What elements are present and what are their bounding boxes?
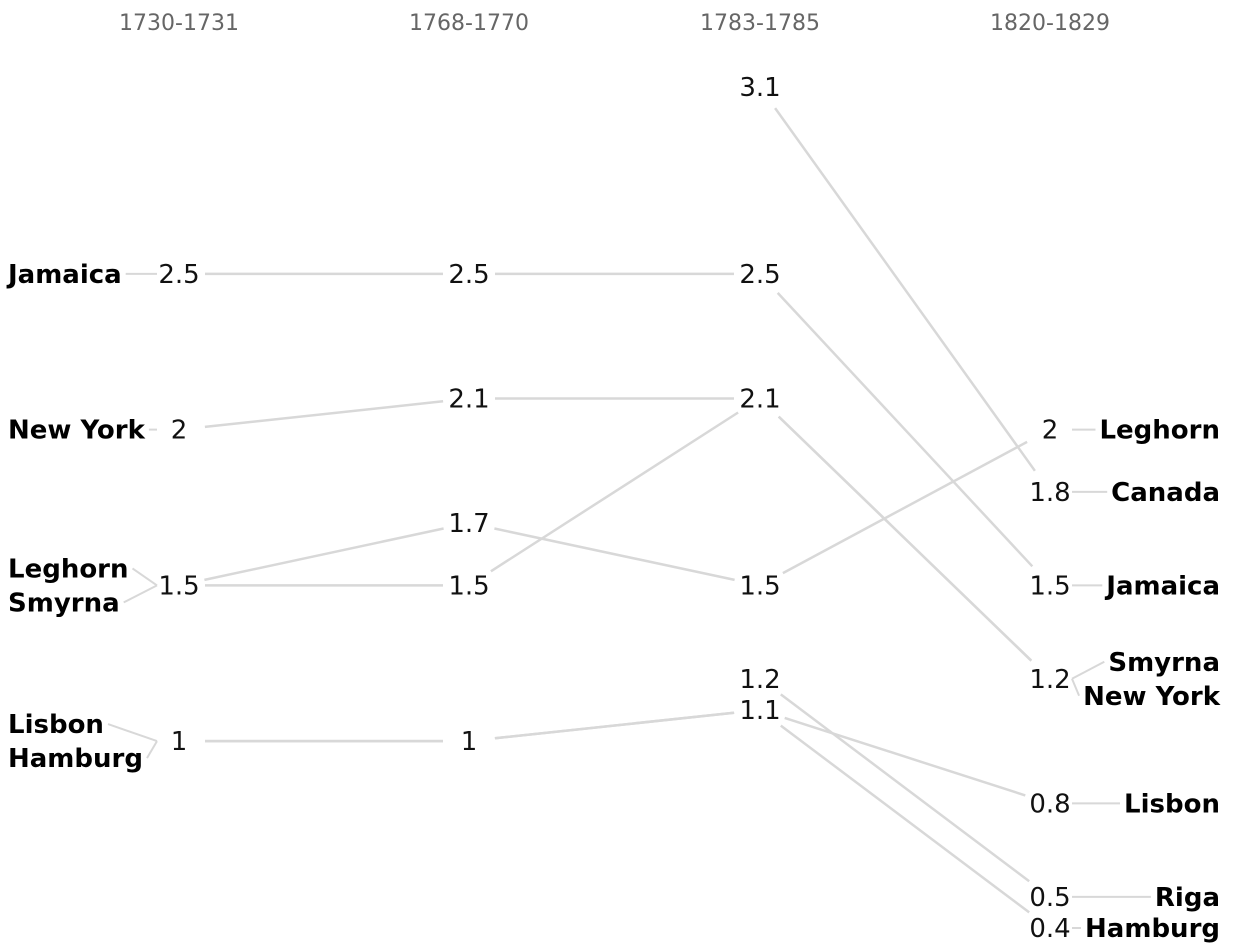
- left-name-hamburg: Hamburg: [8, 744, 143, 774]
- left-name-smyrna: Smyrna: [8, 588, 120, 618]
- value-label-p2-1-2: 1.2: [739, 665, 780, 695]
- value-labels: 2.521.512.52.11.71.513.12.52.11.51.21.12…: [158, 73, 1070, 944]
- right-name-canada: Canada: [1111, 478, 1220, 508]
- slope-line-smyrna-2: [777, 415, 1033, 662]
- right-name-smyrna: Smyrna: [1108, 648, 1220, 678]
- slope-line-riga-2: [780, 693, 1030, 883]
- right-name-lisbon: Lisbon: [1124, 789, 1220, 819]
- value-label-p3-1-5: 1.5: [1029, 571, 1070, 601]
- value-label-p0-2: 2: [171, 416, 188, 446]
- label-connectors: [107, 272, 1151, 929]
- value-label-p2-2-5: 2.5: [739, 260, 780, 290]
- period-header-1820-1829: 1820-1829: [990, 11, 1110, 36]
- value-label-p0-2-5: 2.5: [158, 260, 199, 290]
- period-headers: 1730-1731 1768-1770 1783-1785 1820-1829: [119, 11, 1110, 36]
- value-label-p1-2-5: 2.5: [448, 260, 489, 290]
- right-connector-new-york: [1071, 678, 1081, 697]
- period-header-1768-1770: 1768-1770: [409, 11, 529, 36]
- value-label-p3-2: 2: [1042, 416, 1059, 446]
- value-label-p2-1-5: 1.5: [739, 571, 780, 601]
- slope-line-smyrna-1: [490, 411, 739, 573]
- value-label-p3-0-4: 0.4: [1029, 914, 1070, 944]
- slope-line-canada-2: [774, 107, 1036, 472]
- right-name-leghorn: Leghorn: [1099, 416, 1220, 446]
- right-connector-smyrna: [1071, 660, 1105, 680]
- value-label-p2-2-1: 2.1: [739, 385, 780, 415]
- value-label-p3-1-8: 1.8: [1029, 478, 1070, 508]
- value-label-p3-0-5: 0.5: [1029, 883, 1070, 913]
- value-label-p2-1-1: 1.1: [739, 696, 780, 726]
- slope-line-jamaica-2: [776, 292, 1034, 568]
- value-label-p2-3-1: 3.1: [739, 73, 780, 103]
- right-name-hamburg: Hamburg: [1085, 914, 1220, 944]
- period-header-1730-1731: 1730-1731: [119, 11, 239, 36]
- left-connector-hamburg: [146, 740, 158, 759]
- slope-line-leghorn-0: [204, 527, 444, 582]
- left-connector-smyrna: [123, 584, 158, 604]
- value-label-p1-1-7: 1.7: [448, 509, 489, 539]
- value-label-p3-0-8: 0.8: [1029, 789, 1070, 819]
- left-name-new-york: New York: [8, 416, 146, 446]
- slope-line-hamburg-2: [780, 724, 1030, 914]
- left-name-leghorn: Leghorn: [8, 554, 129, 584]
- right-name-jamaica: Jamaica: [1104, 571, 1220, 601]
- slope-line-hamburg-1: [494, 711, 735, 740]
- value-label-p0-1-5: 1.5: [158, 571, 199, 601]
- value-label-p3-1-2: 1.2: [1029, 665, 1070, 695]
- value-label-p1-1: 1: [461, 727, 478, 757]
- slope-line-new-york-0: [204, 400, 444, 429]
- name-labels: Jamaica New York Leghorn Smyrna Lisbon Hambur…: [6, 260, 1221, 944]
- right-name-riga: Riga: [1155, 883, 1220, 913]
- left-name-jamaica: Jamaica: [6, 260, 122, 290]
- slope-lines: [204, 107, 1036, 914]
- left-connector-leghorn: [131, 567, 158, 587]
- value-label-p0-1: 1: [171, 727, 188, 757]
- right-name-new-york: New York: [1083, 682, 1221, 712]
- value-label-p1-2-1: 2.1: [448, 385, 489, 415]
- slope-line-lisbon-2: [784, 716, 1026, 797]
- slope-line-leghorn-1: [494, 527, 735, 582]
- value-label-p1-1-5: 1.5: [448, 571, 489, 601]
- slope-line-leghorn-2: [782, 440, 1028, 575]
- period-header-1783-1785: 1783-1785: [700, 11, 820, 36]
- left-connector-lisbon: [107, 723, 158, 743]
- left-name-lisbon: Lisbon: [8, 710, 104, 740]
